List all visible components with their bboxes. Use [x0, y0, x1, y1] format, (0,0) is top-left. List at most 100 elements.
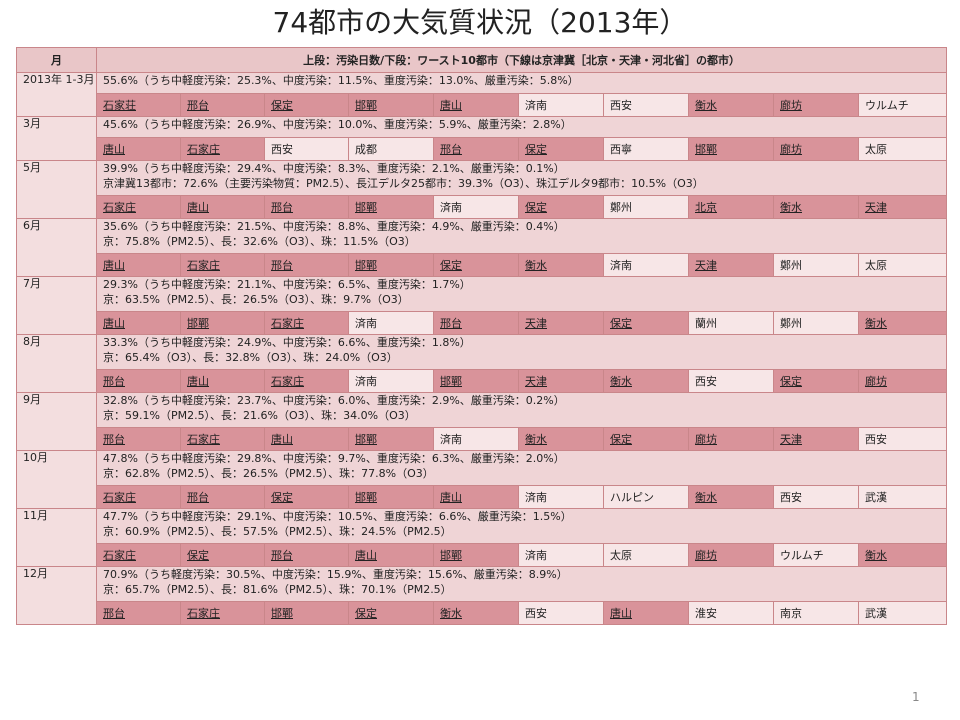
summary-line: 京：60.9%（PM2.5）、長：57.5%（PM2.5）、珠：24.5%（PM…	[103, 525, 452, 538]
city-cell: 済南	[603, 253, 689, 277]
city-cell: 衡水	[857, 311, 948, 335]
summary-line: 京：75.8%（PM2.5）、長：32.6%（O3）、珠：11.5%（O3）	[103, 235, 416, 248]
page-title: 74都市の大気質状況（2013年）	[272, 6, 688, 39]
air-quality-table: 月 上段：汚染日数/下段：ワースト10都市（下線は京津冀［北京・天津・河北省］の…	[16, 47, 948, 625]
city-cell: 北京	[688, 195, 774, 219]
city-cell: 廊坊	[688, 427, 774, 451]
city-cell: 邯鄲	[433, 543, 519, 567]
city-cell: 唐山	[433, 93, 519, 117]
city-cell: 邢台	[96, 427, 181, 451]
city-cell: 唐山	[433, 485, 519, 509]
month-cell: 7月	[16, 276, 97, 335]
city-cell: 石家庄	[264, 369, 349, 393]
summary-cell: 45.6%（うち中軽度汚染：26.9%、中度汚染：10.0%、重度汚染：5.9%…	[95, 116, 948, 138]
city-cell: 西安	[264, 137, 349, 161]
summary-row: 2013年 1-3月 55.6%（うち中軽度汚染：25.3%、中度汚染：11.5%…	[16, 72, 948, 117]
summary-cell: 47.7%（うち中軽度汚染：29.1%、中度汚染：10.5%、重度汚染：6.6%…	[95, 508, 948, 544]
city-cell: 天津	[857, 195, 948, 219]
city-cell: 天津	[518, 311, 604, 335]
month-header: 月	[16, 47, 97, 73]
summary-cell: 39.9%（うち中軽度汚染：29.4%、中度汚染：8.3%、重度汚染：2.1%、…	[95, 160, 948, 196]
summary-cell: 55.6%（うち中軽度汚染：25.3%、中度汚染：11.5%、重度汚染：13.0…	[95, 72, 948, 94]
summary-line: 45.6%（うち中軽度汚染：26.9%、中度汚染：10.0%、重度汚染：5.9%…	[103, 118, 572, 131]
summary-cell: 47.8%（うち中軽度汚染：29.8%、中度汚染：9.7%、重度汚染：6.3%、…	[95, 450, 948, 486]
city-cell: 唐山	[603, 601, 689, 625]
summary-cell: 32.8%（うち中軽度汚染：23.7%、中度汚染：6.0%、重度汚染：2.9%、…	[95, 392, 948, 428]
cities-row: 邢台 石家庄 唐山 邯鄲 済南 衡水 保定 廊坊 天津 西安	[17, 427, 948, 451]
city-cell: 石家庄	[180, 137, 265, 161]
summary-row: 3月 45.6%（うち中軽度汚染：26.9%、中度汚染：10.0%、重度汚染：5.…	[16, 116, 948, 161]
city-cell: 南京	[773, 601, 859, 625]
city-cell: 済南	[433, 427, 519, 451]
city-cell: 邯鄲	[348, 485, 434, 509]
cities-row: 唐山 邯鄲 石家庄 済南 邢台 天津 保定 蘭州 鄭州 衡水	[17, 311, 948, 335]
city-cell: 衡水	[688, 93, 774, 117]
city-cell: 淮安	[688, 601, 774, 625]
summary-cell: 33.3%（うち中軽度汚染：24.9%、中度汚染：6.6%、重度汚染：1.8%）…	[95, 334, 948, 370]
city-cell: 衡水	[773, 195, 859, 219]
summary-line: 京：59.1%（PM2.5）、長：21.6%（O3）、珠：34.0%（O3）	[103, 409, 416, 422]
summary-row: 7月 29.3%（うち中軽度汚染：21.1%、中度汚染：6.5%、重度汚染：1.7…	[16, 276, 948, 335]
summary-line: 47.7%（うち中軽度汚染：29.1%、中度汚染：10.5%、重度汚染：6.6%…	[103, 510, 572, 523]
city-cell: 邯鄲	[348, 93, 434, 117]
cities-row: 唐山 石家庄 邢台 邯鄲 保定 衡水 済南 天津 鄭州 太原	[17, 253, 948, 277]
summary-row: 5月 39.9%（うち中軽度汚染：29.4%、中度汚染：8.3%、重度汚染：2.1…	[16, 160, 948, 219]
city-cell: 西寧	[603, 137, 689, 161]
summary-line: 京：63.5%（PM2.5）、長：26.5%（O3）、珠：9.7%（O3）	[103, 293, 409, 306]
city-cell: 太原	[857, 253, 948, 277]
city-cell: 石家庄	[96, 485, 181, 509]
city-cell: 邢台	[433, 311, 519, 335]
city-cell: 邯鄲	[433, 369, 519, 393]
city-cell: 廊坊	[857, 369, 948, 393]
month-cell: 2013年 1-3月	[16, 72, 97, 117]
city-cell: 保定	[433, 253, 519, 277]
city-cell: 済南	[518, 485, 604, 509]
city-cell: 邢台	[264, 253, 349, 277]
city-cell: 成都	[348, 137, 434, 161]
cities-row: 石家庄 邢台 保定 邯鄲 唐山 済南 ハルピン 衡水 西安 武漢	[17, 485, 948, 509]
month-cell: 8月	[16, 334, 97, 393]
city-cell: 武漢	[857, 485, 948, 509]
city-cell: 石家庄	[180, 427, 265, 451]
city-cell: 唐山	[96, 311, 181, 335]
city-cell: 保定	[603, 427, 689, 451]
cities-row: 石家庄 保定 邢台 唐山 邯鄲 済南 太原 廊坊 ウルムチ 衡水	[17, 543, 948, 567]
city-cell: 邢台	[264, 543, 349, 567]
city-cell: 衡水	[433, 601, 519, 625]
city-cell: 済南	[348, 369, 434, 393]
city-cell: 衡水	[603, 369, 689, 393]
summary-line: 33.3%（うち中軽度汚染：24.9%、中度汚染：6.6%、重度汚染：1.8%）	[103, 336, 471, 349]
summary-row: 9月 32.8%（うち中軽度汚染：23.7%、中度汚染：6.0%、重度汚染：2.9…	[16, 392, 948, 451]
city-cell: 保定	[264, 93, 349, 117]
city-cell: 保定	[348, 601, 434, 625]
city-cell: 邢台	[264, 195, 349, 219]
summary-line: 70.9%（うち軽度汚染：30.5%、中度汚染：15.9%、重度汚染：15.6%…	[103, 568, 568, 581]
city-cell: 済南	[433, 195, 519, 219]
cities-row: 邢台 唐山 石家庄 済南 邯鄲 天津 衡水 西安 保定 廊坊	[17, 369, 948, 393]
summary-line: 京津冀13都市：72.6%（主要汚染物質：PM2.5）、長江デルタ25都市：39…	[103, 177, 704, 190]
summary-line: 京：62.8%（PM2.5）、長：26.5%（PM2.5）、珠：77.8%（O3…	[103, 467, 434, 480]
city-cell: 邢台	[96, 369, 181, 393]
summary-row: 8月 33.3%（うち中軽度汚染：24.9%、中度汚染：6.6%、重度汚染：1.8…	[16, 334, 948, 393]
city-cell: 衡水	[688, 485, 774, 509]
city-cell: ウルムチ	[773, 543, 859, 567]
city-cell: 邯鄲	[348, 195, 434, 219]
city-cell: 邢台	[96, 601, 181, 625]
city-cell: 唐山	[264, 427, 349, 451]
city-cell: 邢台	[180, 485, 265, 509]
city-cell: 保定	[773, 369, 859, 393]
city-cell: 石家庄	[180, 601, 265, 625]
summary-cell: 35.6%（うち中軽度汚染：21.5%、中度汚染：8.8%、重度汚染：4.9%、…	[95, 218, 948, 254]
cities-row: 唐山 石家庄 西安 成都 邢台 保定 西寧 邯鄲 廊坊 太原	[17, 137, 948, 161]
summary-line: 35.6%（うち中軽度汚染：21.5%、中度汚染：8.8%、重度汚染：4.9%、…	[103, 220, 565, 233]
page-number: 1	[912, 690, 920, 704]
city-cell: 唐山	[96, 253, 181, 277]
city-cell: ハルピン	[603, 485, 689, 509]
city-cell: 唐山	[348, 543, 434, 567]
month-cell: 11月	[16, 508, 97, 567]
city-cell: 邢台	[180, 93, 265, 117]
city-cell: 天津	[688, 253, 774, 277]
city-cell: 西安	[688, 369, 774, 393]
city-cell: 保定	[518, 195, 604, 219]
month-cell: 5月	[16, 160, 97, 219]
